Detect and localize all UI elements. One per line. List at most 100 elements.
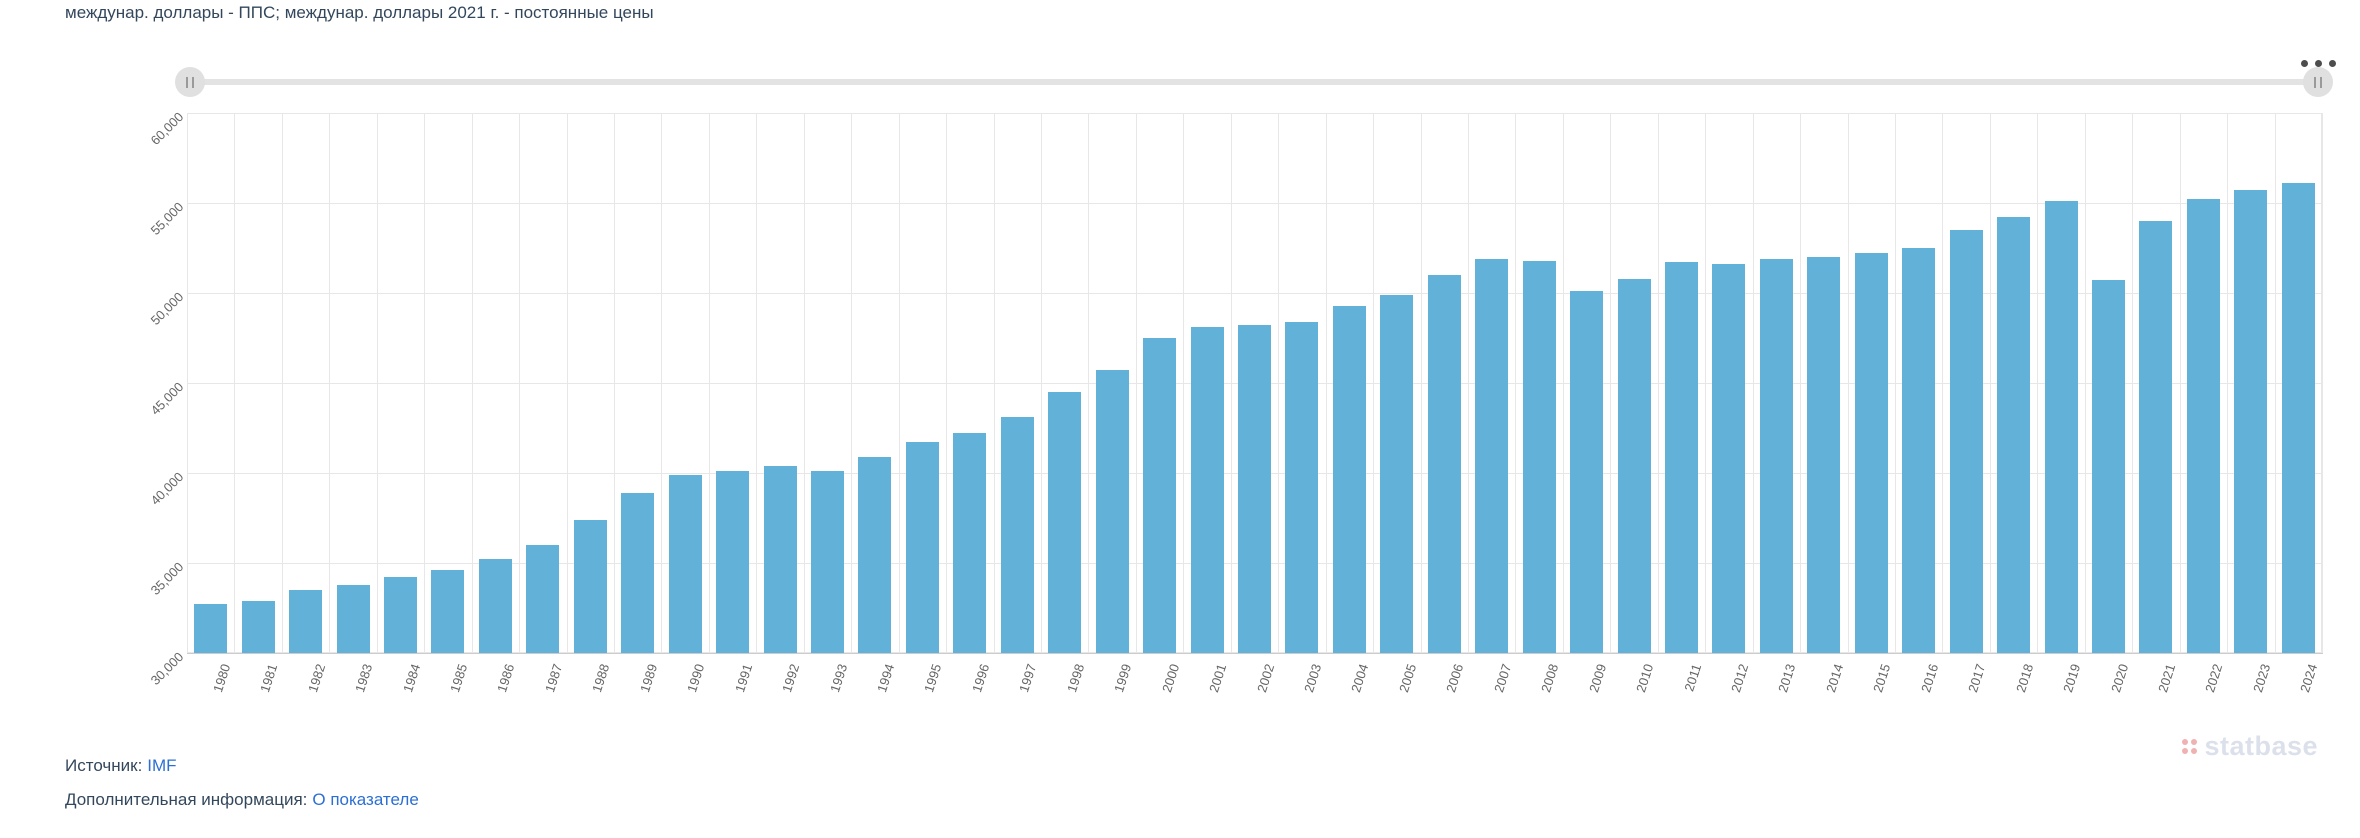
gridline [1325, 113, 1327, 653]
bar-2007[interactable] [1475, 258, 1509, 653]
x-axis-label: 1990 [684, 662, 708, 695]
gridline [1135, 113, 1137, 653]
bar-1989[interactable] [621, 492, 655, 653]
x-axis-label: 1982 [304, 662, 328, 695]
source-link[interactable]: IMF [147, 756, 177, 775]
gridline [1468, 113, 1469, 653]
x-axis-label: 1994 [874, 662, 898, 695]
bar-2005[interactable] [1380, 294, 1414, 653]
x-axis-label: 1991 [731, 662, 755, 695]
ellipsis-menu-icon[interactable] [2299, 58, 2338, 69]
bar-1991[interactable] [716, 471, 750, 653]
statbase-logo-text: statbase [2204, 731, 2318, 761]
x-axis-label: 2011 [1680, 662, 1704, 694]
statbase-logo-icon [2182, 738, 2198, 755]
bar-2009[interactable] [1570, 291, 1604, 653]
x-axis-label: 2005 [1395, 662, 1420, 695]
x-axis-label: 2006 [1443, 662, 1467, 695]
y-axis-label: 40,000 [147, 469, 187, 508]
gridline [993, 113, 995, 653]
gridline [2322, 113, 2323, 653]
bar-1998[interactable] [1048, 392, 1082, 653]
bar-2003[interactable] [1285, 321, 1319, 653]
bar-2016[interactable] [1902, 248, 1936, 653]
bar-1986[interactable] [478, 559, 512, 653]
bar-2024[interactable] [2281, 183, 2315, 653]
bar-2000[interactable] [1143, 338, 1177, 653]
source-label: Источник: [65, 756, 143, 775]
bar-2019[interactable] [2044, 201, 2078, 653]
gridline [756, 113, 758, 653]
gridline [376, 113, 378, 653]
gridline [1847, 113, 1849, 653]
bar-2014[interactable] [1807, 257, 1841, 653]
bar-1983[interactable] [336, 584, 370, 653]
bar-1999[interactable] [1095, 370, 1129, 653]
bar-1997[interactable] [1000, 417, 1034, 653]
bar-1982[interactable] [289, 590, 323, 653]
gridline [1610, 113, 1612, 653]
x-axis-label: 1998 [1063, 662, 1087, 695]
handle-grip-icon [2314, 76, 2316, 88]
gridline [1989, 113, 1991, 653]
bar-2004[interactable] [1332, 305, 1366, 653]
bar-1988[interactable] [573, 519, 607, 653]
info-link[interactable]: О показателе [312, 790, 419, 809]
bar-1987[interactable] [526, 545, 560, 653]
gridline [1895, 113, 1896, 653]
navigator-left-handle[interactable] [175, 67, 205, 97]
bar-2001[interactable] [1190, 327, 1224, 653]
x-axis-label: 2013 [1775, 662, 1799, 695]
bar-2006[interactable] [1427, 275, 1461, 653]
navigator-track[interactable] [190, 79, 2318, 85]
x-axis-label: 1987 [541, 662, 566, 695]
bar-2012[interactable] [1712, 264, 1746, 653]
bar-2011[interactable] [1665, 262, 1698, 653]
gridline [1705, 113, 1707, 653]
gridline [1800, 113, 1802, 653]
bar-1993[interactable] [811, 471, 844, 653]
bar-2018[interactable] [1997, 217, 2031, 653]
bar-2020[interactable] [2092, 280, 2125, 653]
handle-grip-icon [2320, 76, 2322, 88]
bar-1994[interactable] [858, 456, 892, 653]
x-axis-label: 2018 [2012, 662, 2036, 695]
gridline [803, 113, 805, 653]
x-axis-label: 2016 [1917, 662, 1941, 695]
navigator-right-handle[interactable] [2303, 67, 2333, 97]
bar-1980[interactable] [194, 604, 228, 653]
bar-2023[interactable] [2234, 190, 2268, 653]
gridline [2179, 113, 2181, 653]
gridline [2084, 113, 2086, 653]
gridline [898, 113, 900, 653]
x-axis-label: 2022 [2202, 662, 2226, 695]
bar-1984[interactable] [384, 577, 417, 653]
x-axis-label: 1980 [209, 662, 233, 695]
bar-1995[interactable] [905, 442, 939, 653]
bar-2015[interactable] [1854, 253, 1888, 653]
x-axis-label: 1992 [779, 662, 803, 695]
x-axis-label: 2001 [1206, 662, 1230, 695]
bar-2017[interactable] [1949, 230, 1983, 653]
bar-1992[interactable] [763, 465, 797, 653]
chart-title: междунар. доллары - ППС; междунар. долла… [65, 3, 654, 22]
bar-2013[interactable] [1759, 258, 1793, 653]
x-axis-label: 2007 [1490, 662, 1514, 695]
x-axis-label: 2000 [1158, 662, 1182, 695]
bar-2022[interactable] [2186, 199, 2220, 653]
bar-2010[interactable] [1617, 278, 1651, 653]
bar-2002[interactable] [1238, 325, 1271, 653]
gridline [614, 113, 615, 653]
gridline [1230, 113, 1232, 653]
x-axis-label: 2024 [2297, 662, 2321, 695]
bar-1990[interactable] [668, 474, 702, 653]
x-axis-label: 2003 [1301, 662, 1325, 695]
x-axis-label: 2014 [1822, 662, 1847, 695]
bar-1981[interactable] [241, 600, 275, 653]
bar-1985[interactable] [431, 570, 465, 653]
bar-1996[interactable] [953, 433, 987, 653]
bar-2021[interactable] [2139, 221, 2173, 653]
x-axis-label: 1985 [447, 662, 471, 695]
bar-2008[interactable] [1522, 260, 1556, 653]
